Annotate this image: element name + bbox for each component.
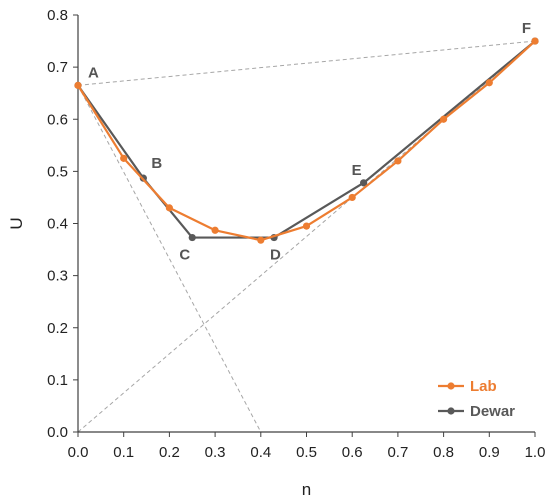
y-tick-label: 0.2 [47, 320, 68, 337]
reference-line-1 [77, 40, 536, 86]
reference-line-2 [77, 85, 262, 433]
y-tick-label: 0.6 [47, 111, 68, 128]
dewar-point [360, 179, 368, 187]
x-tick-label: 0.7 [387, 444, 408, 461]
lab-series-line [77, 40, 536, 242]
x-tick-label: 1.0 [525, 444, 546, 461]
lab-point [165, 204, 173, 212]
lab-point [394, 157, 402, 165]
dewar-series-line [77, 40, 536, 239]
y-tick-label: 0.5 [47, 163, 68, 180]
point-label-a: A [88, 64, 99, 81]
point-label-d: D [270, 247, 281, 264]
reference-line-3 [77, 40, 536, 433]
legend-dewar-label: Dewar [470, 403, 515, 420]
y-tick-label: 0.7 [47, 59, 68, 76]
reference-lines [77, 40, 536, 433]
point-label-f: F [522, 20, 531, 37]
legend-lab-label: Lab [470, 378, 497, 395]
x-tick-label: 0.2 [159, 444, 180, 461]
lab-point [120, 154, 128, 162]
y-tick-label: 0.4 [47, 216, 68, 233]
lab-point [531, 37, 539, 45]
y-axis-title: U [7, 217, 26, 229]
y-tick-label: 0.1 [47, 372, 68, 389]
x-tick-label: 0.4 [250, 444, 271, 461]
point-labels: A B C D E F [88, 20, 531, 264]
lab-point [348, 193, 356, 202]
legend-lab-marker [447, 382, 455, 390]
y-tick-label: 0.8 [47, 7, 68, 24]
lab-point [74, 81, 82, 89]
x-axis-title: n [302, 480, 311, 499]
lab-point [211, 226, 219, 234]
lab-point [440, 115, 448, 123]
y-tick-label: 0.0 [47, 424, 68, 441]
axes: 0.0 0.1 0.2 0.3 0.4 0.5 0.6 0.7 0.8 0.9 1.0 0.0 0.1 0… [47, 7, 545, 461]
x-tick-label: 0.1 [113, 444, 134, 461]
series [74, 37, 539, 244]
dewar-point [188, 233, 196, 242]
lab-point [302, 222, 311, 230]
x-tick-label: 0.0 [68, 444, 89, 461]
legend: Lab Dewar [438, 378, 515, 420]
point-label-b: B [151, 155, 162, 172]
y-tick-label: 0.3 [47, 268, 68, 285]
x-tick-label: 0.9 [479, 444, 500, 461]
x-tick-label: 0.5 [296, 444, 317, 461]
x-tick-label: 0.3 [205, 444, 226, 461]
lab-point [257, 236, 265, 244]
point-label-c: C [179, 247, 190, 264]
x-tick-label: 0.8 [433, 444, 454, 461]
lab-point [485, 79, 493, 87]
x-tick-label: 0.6 [342, 444, 363, 461]
legend-dewar-marker [447, 407, 455, 415]
point-label-e: E [352, 162, 362, 179]
